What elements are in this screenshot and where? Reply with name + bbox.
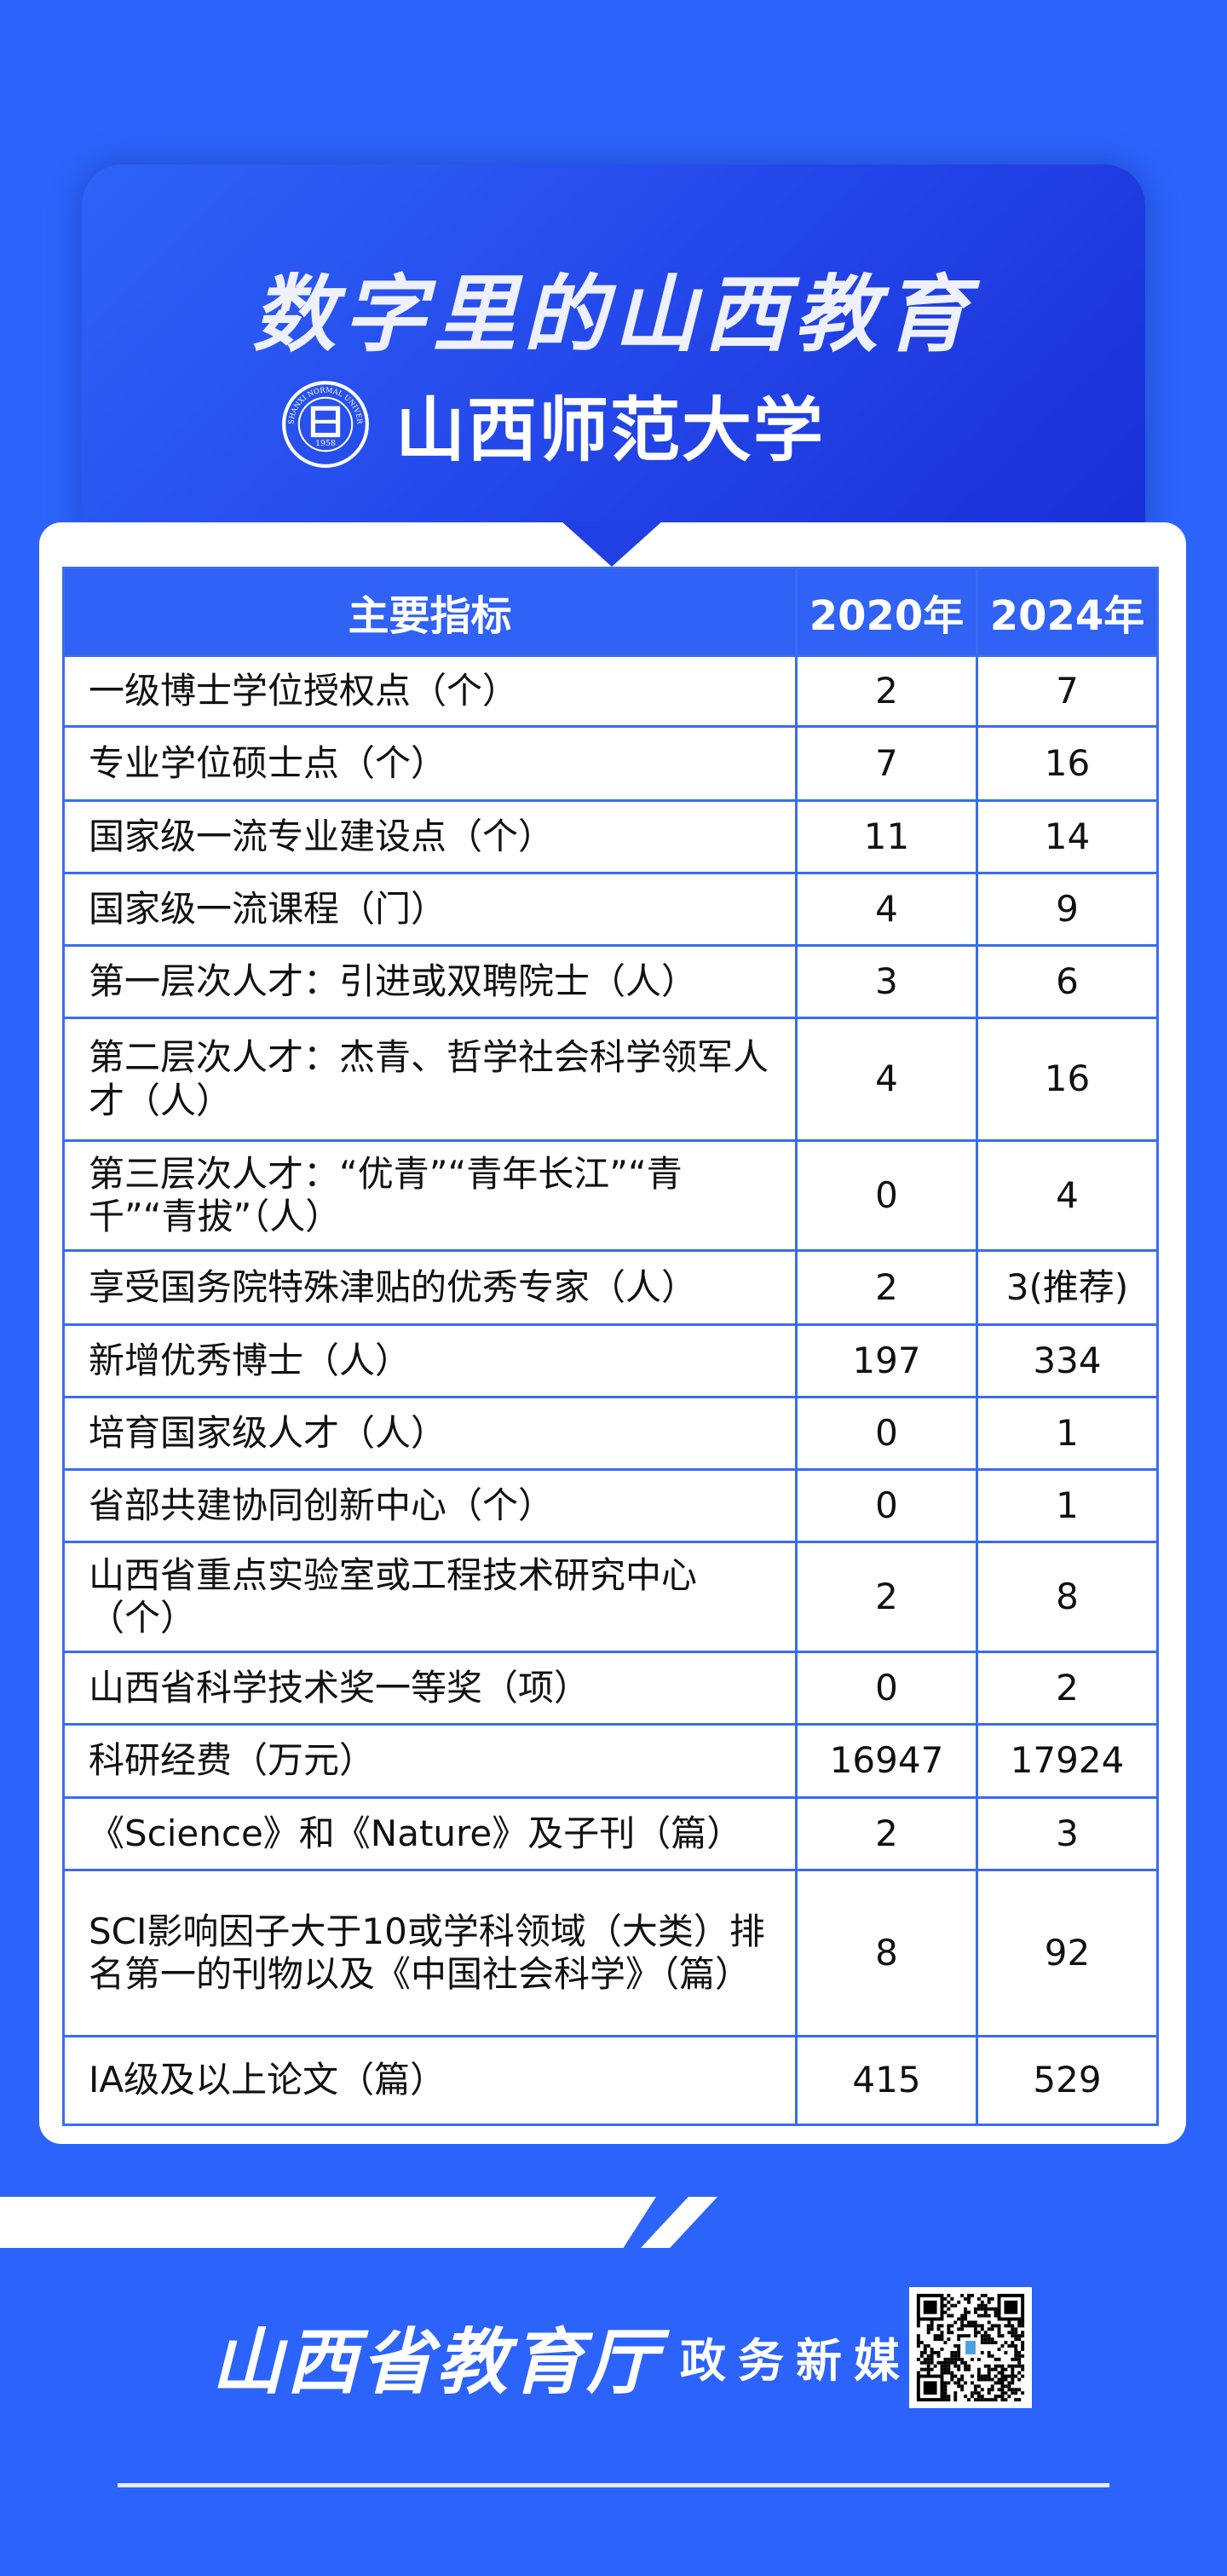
table-row: 省部共建协同创新中心（个） 0 1 [62, 1468, 1159, 1543]
table-row: 国家级一流课程（门） 4 9 [62, 872, 1159, 947]
value-2024-cell: 1 [976, 1468, 1159, 1543]
value-2024-cell: 8 [976, 1541, 1159, 1653]
column-header-2020: 2020年 [795, 567, 978, 657]
indicator-cell: 一级博士学位授权点（个） [62, 654, 798, 728]
table-header-row: 主要指标 2020年 2024年 [62, 567, 1159, 657]
value-2024-cell: 16 [976, 1017, 1159, 1142]
footer-divider [118, 2483, 1109, 2487]
value-2024-cell: 7 [976, 654, 1159, 728]
value-2024-cell: 1 [976, 1396, 1159, 1471]
value-2024-cell: 92 [976, 1869, 1159, 2037]
value-2020-cell: 197 [795, 1323, 978, 1398]
indicator-cell: 省部共建协同创新中心（个） [62, 1468, 798, 1543]
table-row: 新增优秀博士（人） 197 334 [62, 1323, 1159, 1398]
table-row: 《Science》和《Nature》及子刊（篇） 2 3 [62, 1796, 1159, 1871]
value-2020-cell: 16947 [795, 1723, 978, 1799]
value-2020-cell: 8 [795, 1869, 978, 2037]
indicator-cell: 专业学位硕士点（个） [62, 725, 798, 802]
table-row: 第二层次人才：杰青、哲学社会科学领军人才（人） 4 16 [62, 1017, 1159, 1142]
value-2020-cell: 0 [795, 1396, 978, 1471]
indicator-cell: 第三层次人才：“优青”“青年长江”“青千”“青拔”（人） [62, 1139, 798, 1252]
table-row: 科研经费（万元） 16947 17924 [62, 1723, 1159, 1799]
table-row: 享受国务院特殊津贴的优秀专家（人） 2 3(推荐) [62, 1249, 1159, 1326]
value-2020-cell: 4 [795, 872, 978, 947]
value-2020-cell: 0 [795, 1139, 978, 1252]
value-2020-cell: 7 [795, 725, 978, 802]
indicator-cell: 国家级一流课程（门） [62, 872, 798, 947]
value-2024-cell: 16 [976, 725, 1159, 802]
decorative-slash [641, 2197, 717, 2248]
university-name: 山西师范大学 [395, 390, 826, 471]
university-row: SHANXI NORMAL UNIVERSITY 1958 山西师范大学 [281, 373, 825, 475]
value-2024-cell: 4 [976, 1139, 1159, 1252]
value-2020-cell: 2 [795, 654, 978, 728]
indicator-cell: SCI影响因子大于10或学科领域（大类）排名第一的刊物以及《中国社会科学》（篇） [62, 1869, 798, 2037]
value-2020-cell: 0 [795, 1468, 978, 1543]
value-2024-cell: 3 [976, 1796, 1159, 1871]
indicator-cell: 国家级一流专业建设点（个） [62, 799, 798, 874]
header-card [82, 164, 1145, 539]
indicator-cell: 山西省科学技术奖一等奖（项） [62, 1651, 798, 1726]
value-2024-cell: 3(推荐) [976, 1249, 1159, 1326]
table-row: IA级及以上论文（篇） 415 529 [62, 2035, 1159, 2126]
value-2020-cell: 11 [795, 799, 978, 874]
value-2020-cell: 3 [795, 944, 978, 1019]
value-2024-cell: 17924 [976, 1723, 1159, 1799]
qr-code-icon [909, 2287, 1032, 2408]
svg-text:1958: 1958 [315, 438, 336, 447]
indicator-cell: 新增优秀博士（人） [62, 1323, 798, 1398]
indicator-cell: IA级及以上论文（篇） [62, 2035, 798, 2126]
value-2024-cell: 9 [976, 872, 1159, 947]
value-2020-cell: 2 [795, 1541, 978, 1653]
value-2020-cell: 415 [795, 2035, 978, 2126]
value-2024-cell: 334 [976, 1323, 1159, 1398]
table-row: SCI影响因子大于10或学科领域（大类）排名第一的刊物以及《中国社会科学》（篇）… [62, 1869, 1159, 2037]
footer-department: 山西省教育厅 [211, 2320, 662, 2404]
value-2024-cell: 2 [976, 1651, 1159, 1726]
table-row: 国家级一流专业建设点（个） 11 14 [62, 799, 1159, 874]
indicator-cell: 山西省重点实验室或工程技术研究中心（个） [62, 1541, 798, 1653]
indicator-cell: 享受国务院特殊津贴的优秀专家（人） [62, 1249, 798, 1326]
indicator-cell: 培育国家级人才（人） [62, 1396, 798, 1471]
column-header-indicator: 主要指标 [62, 567, 798, 657]
value-2020-cell: 0 [795, 1651, 978, 1726]
indicators-table: 主要指标 2020年 2024年 一级博士学位授权点（个） 2 7 专业学位硕士点（个… [62, 567, 1159, 2126]
table-row: 一级博士学位授权点（个） 2 7 [62, 654, 1159, 728]
value-2020-cell: 2 [795, 1249, 978, 1326]
indicator-cell: 第二层次人才：杰青、哲学社会科学领军人才（人） [62, 1017, 798, 1142]
table-row: 第一层次人才：引进或双聘院士（人） 3 6 [62, 944, 1159, 1019]
card-pointer [561, 521, 663, 567]
table-row: 专业学位硕士点（个） 7 16 [62, 725, 1159, 802]
table-row: 山西省科学技术奖一等奖（项） 0 2 [62, 1651, 1159, 1726]
indicator-cell: 《Science》和《Nature》及子刊（篇） [62, 1796, 798, 1871]
indicator-cell: 第一层次人才：引进或双聘院士（人） [62, 944, 798, 1019]
table-row: 培育国家级人才（人） 0 1 [62, 1396, 1159, 1471]
table-row: 山西省重点实验室或工程技术研究中心（个） 2 8 [62, 1541, 1159, 1653]
value-2020-cell: 4 [795, 1017, 978, 1142]
table-row: 第三层次人才：“优青”“青年长江”“青千”“青拔”（人） 0 4 [62, 1139, 1159, 1252]
footer-brand: 山西省教育厅 政务新媒体 [211, 2305, 970, 2408]
indicator-cell: 科研经费（万元） [62, 1723, 798, 1799]
decorative-stripe [0, 2197, 656, 2248]
value-2024-cell: 529 [976, 2035, 1159, 2126]
value-2024-cell: 6 [976, 944, 1159, 1019]
page-title: 数字里的山西教育 [251, 266, 975, 364]
university-seal-icon: SHANXI NORMAL UNIVERSITY 1958 [281, 380, 369, 468]
value-2020-cell: 2 [795, 1796, 978, 1871]
value-2024-cell: 14 [976, 799, 1159, 874]
column-header-2024: 2024年 [976, 567, 1159, 657]
